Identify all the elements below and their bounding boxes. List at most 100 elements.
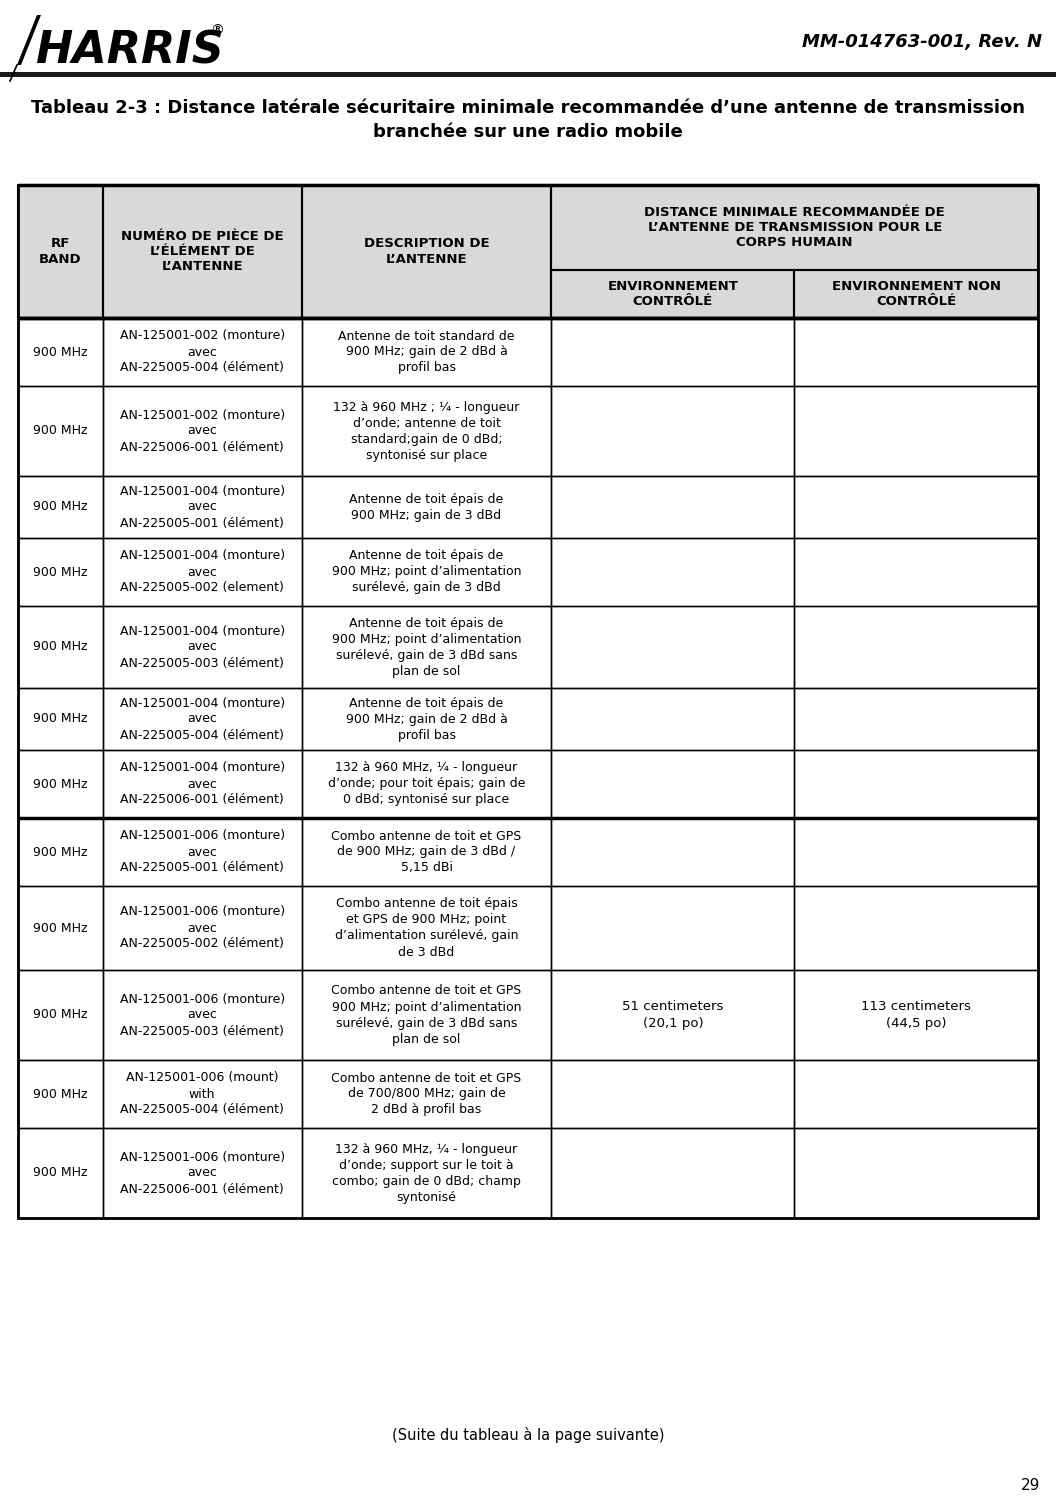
Bar (302, 970, 551, 1059)
Bar (18, 186, 1038, 1218)
Text: (Suite du tableau à la page suivante): (Suite du tableau à la page suivante) (392, 1428, 664, 1443)
Bar (302, 607, 551, 688)
Text: 900 MHz: 900 MHz (33, 640, 88, 653)
Bar (302, 475, 551, 539)
Bar (18, 539, 102, 607)
Bar (551, 607, 794, 688)
Text: 900 MHz: 900 MHz (33, 346, 88, 359)
Text: Antenne de toit standard de
900 MHz; gain de 2 dBd à
profil bas: Antenne de toit standard de 900 MHz; gai… (338, 329, 514, 374)
Bar (18, 475, 102, 539)
Bar (551, 386, 794, 475)
Bar (551, 1059, 794, 1129)
Text: 900 MHz: 900 MHz (33, 1008, 88, 1022)
Text: Combo antenne de toit et GPS
de 700/800 MHz; gain de
2 dBd à profil bas: Combo antenne de toit et GPS de 700/800 … (332, 1071, 522, 1117)
Text: ENVIRONNEMENT
CONTRÔLÉ: ENVIRONNEMENT CONTRÔLÉ (607, 279, 738, 308)
Text: NUMÉRO DE PIÈCE DE
L’ÉLÉMENT DE
L’ANTENNE: NUMÉRO DE PIÈCE DE L’ÉLÉMENT DE L’ANTENN… (120, 229, 283, 273)
Bar (18, 386, 102, 475)
Bar (102, 318, 302, 386)
Bar (18, 607, 102, 688)
Bar (102, 886, 302, 970)
Text: 900 MHz: 900 MHz (33, 1088, 88, 1100)
Bar (102, 970, 302, 1059)
Bar (794, 688, 1038, 750)
Bar (302, 688, 551, 750)
Bar (551, 750, 794, 818)
Bar (102, 386, 302, 475)
Bar (551, 186, 1038, 270)
Text: 900 MHz: 900 MHz (33, 712, 88, 726)
Text: branchée sur une radio mobile: branchée sur une radio mobile (373, 124, 683, 140)
Bar (18, 1059, 102, 1129)
Bar (794, 886, 1038, 970)
Bar (18, 970, 102, 1059)
Text: 132 à 960 MHz, ¼ - longueur
d’onde; support sur le toit à
combo; gain de 0 dBd; : 132 à 960 MHz, ¼ - longueur d’onde; supp… (332, 1142, 521, 1204)
Text: 900 MHz: 900 MHz (33, 1166, 88, 1180)
Bar (18, 750, 102, 818)
Bar (18, 818, 102, 886)
Text: RF
BAND: RF BAND (39, 237, 81, 266)
Bar (302, 318, 551, 386)
Bar (794, 539, 1038, 607)
Bar (794, 270, 1038, 318)
Text: AN-125001-006 (monture)
avec
AN-225006-001 (élément): AN-125001-006 (monture) avec AN-225006-0… (119, 1150, 285, 1195)
Bar (102, 750, 302, 818)
Text: 900 MHz: 900 MHz (33, 566, 88, 578)
Text: ENVIRONNEMENT NON
CONTRÔLÉ: ENVIRONNEMENT NON CONTRÔLÉ (832, 279, 1001, 308)
Text: AN-125001-006 (monture)
avec
AN-225005-002 (élément): AN-125001-006 (monture) avec AN-225005-0… (119, 905, 285, 951)
Text: AN-125001-006 (monture)
avec
AN-225005-003 (élément): AN-125001-006 (monture) avec AN-225005-0… (119, 993, 285, 1038)
Bar (18, 318, 102, 386)
Text: 29: 29 (1021, 1477, 1040, 1492)
Text: AN-125001-004 (monture)
avec
AN-225005-004 (élément): AN-125001-004 (monture) avec AN-225005-0… (119, 697, 285, 741)
Bar (551, 270, 794, 318)
Text: Antenne de toit épais de
900 MHz; point d’alimentation
surélevé, gain de 3 dBd s: Antenne de toit épais de 900 MHz; point … (332, 617, 522, 678)
Text: Antenne de toit épais de
900 MHz; gain de 2 dBd à
profil bas: Antenne de toit épais de 900 MHz; gain d… (345, 697, 508, 741)
Text: Antenne de toit épais de
900 MHz; gain de 3 dBd: Antenne de toit épais de 900 MHz; gain d… (350, 492, 504, 522)
Bar (18, 186, 102, 318)
Text: AN-125001-002 (monture)
avec
AN-225005-004 (élément): AN-125001-002 (monture) avec AN-225005-0… (119, 329, 285, 374)
Text: 900 MHz: 900 MHz (33, 922, 88, 934)
Text: 900 MHz: 900 MHz (33, 424, 88, 438)
Text: Combo antenne de toit et GPS
de 900 MHz; gain de 3 dBd /
5,15 dBi: Combo antenne de toit et GPS de 900 MHz;… (332, 830, 522, 875)
Bar (102, 818, 302, 886)
Bar (794, 318, 1038, 386)
Text: HARRIS: HARRIS (35, 30, 224, 72)
Text: DISTANCE MINIMALE RECOMMANDÉE DE
L’ANTENNE DE TRANSMISSION POUR LE
CORPS HUMAIN: DISTANCE MINIMALE RECOMMANDÉE DE L’ANTEN… (644, 205, 945, 249)
Text: Combo antenne de toit et GPS
900 MHz; point d’alimentation
surélevé, gain de 3 d: Combo antenne de toit et GPS 900 MHz; po… (332, 984, 522, 1046)
Text: ®: ® (210, 24, 224, 38)
Bar (794, 970, 1038, 1059)
Bar (794, 1129, 1038, 1218)
Text: AN-125001-006 (monture)
avec
AN-225005-001 (élément): AN-125001-006 (monture) avec AN-225005-0… (119, 830, 285, 875)
Bar (0, 72, 1056, 77)
Bar (551, 688, 794, 750)
Text: Combo antenne de toit épais
et GPS de 900 MHz; point
d’alimentation surélevé, ga: Combo antenne de toit épais et GPS de 90… (335, 898, 518, 958)
Text: Tableau 2-3 : Distance latérale sécuritaire minimale recommandée d’une antenne d: Tableau 2-3 : Distance latérale sécurita… (31, 100, 1025, 118)
Text: AN-125001-004 (monture)
avec
AN-225006-001 (élément): AN-125001-004 (monture) avec AN-225006-0… (119, 762, 285, 806)
Bar (18, 1129, 102, 1218)
Bar (794, 818, 1038, 886)
Bar (302, 886, 551, 970)
Bar (102, 475, 302, 539)
Bar (102, 539, 302, 607)
Bar (102, 607, 302, 688)
Bar (794, 750, 1038, 818)
Bar (302, 186, 551, 318)
Text: DESCRIPTION DE
L’ANTENNE: DESCRIPTION DE L’ANTENNE (363, 237, 489, 266)
Polygon shape (17, 15, 41, 65)
Bar (794, 607, 1038, 688)
Bar (302, 386, 551, 475)
Bar (794, 475, 1038, 539)
Bar (302, 818, 551, 886)
Text: 900 MHz: 900 MHz (33, 777, 88, 791)
Text: AN-125001-004 (monture)
avec
AN-225005-003 (élément): AN-125001-004 (monture) avec AN-225005-0… (119, 625, 285, 670)
Bar (18, 886, 102, 970)
Bar (102, 1129, 302, 1218)
Text: AN-125001-006 (mount)
with
AN-225005-004 (élément): AN-125001-006 (mount) with AN-225005-004… (120, 1071, 284, 1117)
Bar (302, 539, 551, 607)
Bar (551, 539, 794, 607)
Bar (794, 1059, 1038, 1129)
Text: 900 MHz: 900 MHz (33, 501, 88, 513)
Bar (302, 1129, 551, 1218)
Bar (551, 886, 794, 970)
Bar (551, 1129, 794, 1218)
Bar (102, 688, 302, 750)
